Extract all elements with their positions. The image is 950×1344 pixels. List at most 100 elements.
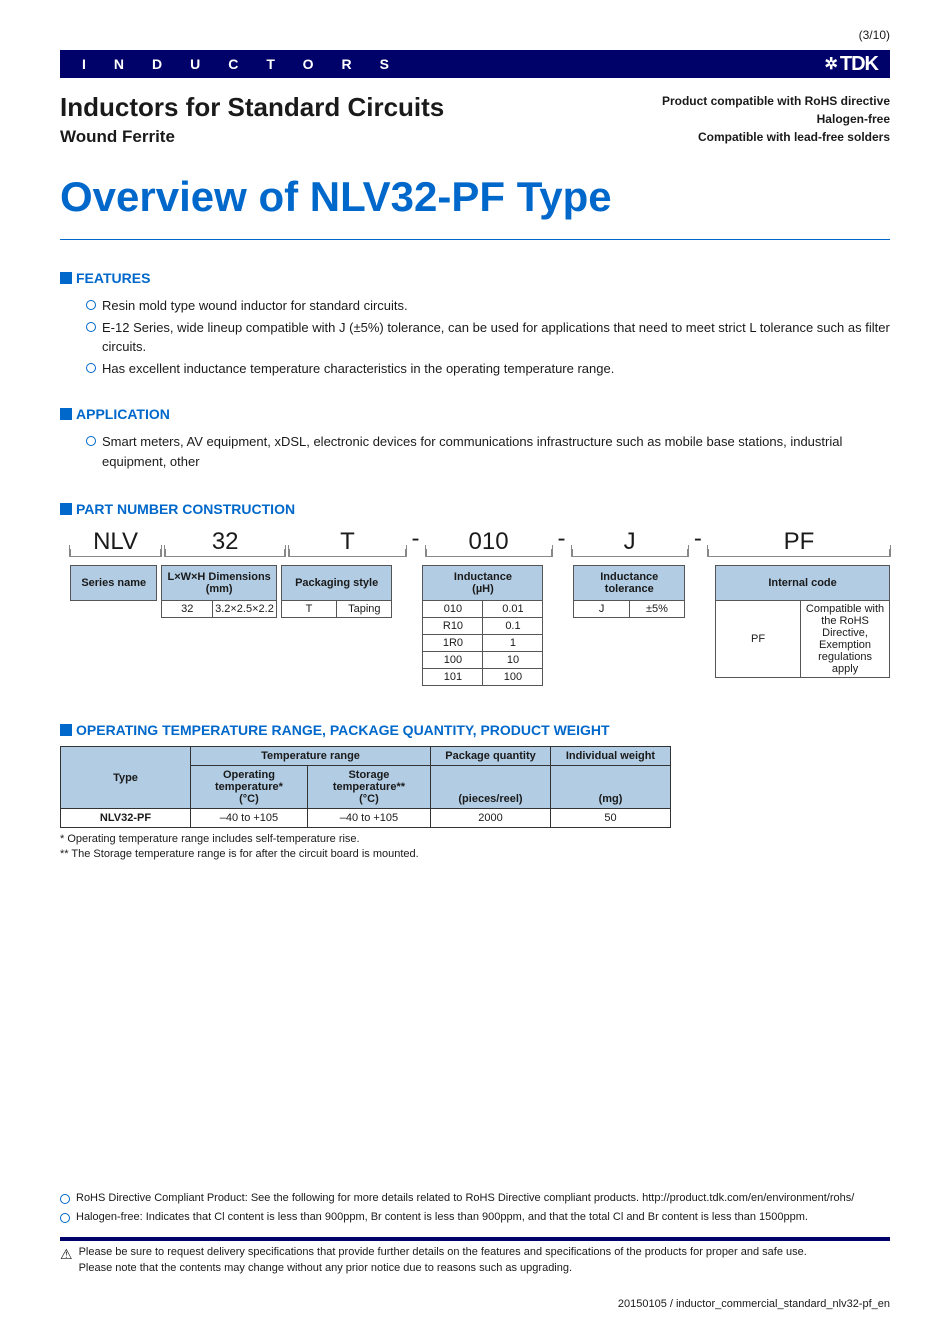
data-cell: 32: [161, 601, 213, 618]
footnote: * Operating temperature range includes s…: [60, 832, 890, 847]
heading-text: APPLICATION: [76, 406, 170, 422]
pnc-headers-row: Series name L×W×H Dimensions (mm) 323.2×…: [70, 565, 890, 686]
header-cell: Temperature range: [191, 747, 431, 766]
pnc-col-dim: L×W×H Dimensions (mm) 323.2×2.5×2.2: [161, 565, 276, 686]
divider: [60, 1237, 890, 1241]
header-row: Inductors for Standard Circuits Wound Fe…: [60, 92, 890, 147]
header-left: Inductors for Standard Circuits Wound Fe…: [60, 92, 444, 147]
table-row: 1R01: [422, 635, 543, 652]
list-item: E-12 Series, wide lineup compatible with…: [86, 318, 890, 357]
data-cell: 50: [551, 809, 671, 828]
ring-icon: [86, 300, 96, 310]
data-cell: 101: [422, 669, 483, 686]
warning-line-text: Please note that the contents may change…: [79, 1262, 572, 1274]
footnote: ** The Storage temperature range is for …: [60, 847, 890, 862]
data-cell: 1: [483, 635, 543, 652]
table-row: 0100.01: [422, 601, 543, 618]
pnc-col-pkg: Packaging style TTaping: [281, 565, 393, 686]
header-cell: Individual weight: [551, 747, 671, 766]
page-subtitle: Wound Ferrite: [60, 127, 444, 147]
square-icon: [60, 272, 72, 284]
list-item: RoHS Directive Compliant Product: See th…: [60, 1190, 890, 1207]
section-heading: PART NUMBER CONSTRUCTION: [60, 501, 890, 517]
header-cell: (pieces/reel): [431, 766, 551, 809]
compliance-line: Halogen-free: [662, 110, 890, 128]
pnc-segment: J: [572, 527, 688, 557]
section-operating: OPERATING TEMPERATURE RANGE, PACKAGE QUA…: [60, 722, 890, 863]
header-cell: Inductance (µH): [422, 565, 543, 601]
data-cell: Compatible with the RoHS Directive, Exem…: [801, 601, 890, 678]
table-row: J±5%: [573, 601, 685, 618]
compliance-line: Product compatible with RoHS directive: [662, 92, 890, 110]
square-icon: [60, 408, 72, 420]
table-row: 10010: [422, 652, 543, 669]
header-cell: Package quantity: [431, 747, 551, 766]
list-item: Resin mold type wound inductor for stand…: [86, 296, 890, 316]
ring-icon: [86, 363, 96, 373]
pnc-col-series: Series name: [70, 565, 157, 686]
logo-icon: ✲: [824, 54, 836, 74]
segment-text: 32: [165, 527, 285, 557]
page-title: Inductors for Standard Circuits: [60, 92, 444, 123]
header-cell: Operating temperature* (°C): [191, 766, 308, 809]
document-id: 20150105 / inductor_commercial_standard_…: [618, 1298, 890, 1310]
application-list: Smart meters, AV equipment, xDSL, electr…: [86, 432, 890, 471]
table-row: R100.1: [422, 618, 543, 635]
warning-block: ⚠ Please be sure to request delivery spe…: [60, 1245, 890, 1276]
segment-text: NLV: [70, 527, 161, 557]
data-cell: 1R0: [422, 635, 483, 652]
compliance-block: Product compatible with RoHS directive H…: [662, 92, 890, 147]
main-title: Overview of NLV32-PF Type: [60, 173, 890, 240]
section-application: APPLICATION Smart meters, AV equipment, …: [60, 406, 890, 471]
item-text: Smart meters, AV equipment, xDSL, electr…: [102, 432, 890, 471]
brand-logo: ✲TDK: [824, 53, 878, 76]
item-text: Resin mold type wound inductor for stand…: [102, 296, 408, 316]
table-row: PFCompatible with the RoHS Directive, Ex…: [715, 601, 890, 678]
data-cell: –40 to +105: [191, 809, 308, 828]
ring-icon: [86, 436, 96, 446]
segment-text: J: [572, 527, 688, 557]
data-cell: R10: [422, 618, 483, 635]
data-cell: –40 to +105: [307, 809, 430, 828]
warning-text: Please be sure to request delivery speci…: [79, 1245, 807, 1276]
table-row: Type Temperature range Package quantity …: [61, 747, 671, 766]
data-cell: Taping: [337, 601, 392, 618]
section-heading: APPLICATION: [60, 406, 890, 422]
pnc-code-row: NLV 32 T - 010 - J - PF: [70, 525, 890, 557]
section-heading: FEATURES: [60, 270, 890, 286]
ring-icon: [60, 1213, 70, 1223]
rohs-notes: RoHS Directive Compliant Product: See th…: [60, 1190, 890, 1225]
table-row: 323.2×2.5×2.2: [161, 601, 276, 618]
data-cell: 0.01: [483, 601, 543, 618]
table-row: TTaping: [281, 601, 393, 618]
table-row: 101100: [422, 669, 543, 686]
list-item: Smart meters, AV equipment, xDSL, electr…: [86, 432, 890, 471]
item-text: Has excellent inductance temperature cha…: [102, 359, 614, 379]
data-cell: 100: [483, 669, 543, 686]
pnc-segment: T: [289, 527, 405, 557]
data-cell: PF: [715, 601, 801, 678]
list-item: Halogen-free: Indicates that Cl content …: [60, 1209, 890, 1226]
header-cell: Inductance tolerance: [573, 565, 685, 601]
item-text: RoHS Directive Compliant Product: See th…: [76, 1190, 854, 1207]
dash: -: [406, 525, 426, 557]
heading-text: PART NUMBER CONSTRUCTION: [76, 501, 295, 517]
warning-icon: ⚠: [60, 1245, 73, 1276]
section-part-number: PART NUMBER CONSTRUCTION NLV 32 T - 010 …: [60, 501, 890, 686]
pnc-col-ind: Inductance (µH) 0100.01 R100.1 1R01 1001…: [422, 565, 543, 686]
header-cell: Packaging style: [281, 565, 393, 601]
category-letters: INDUCTORS: [72, 56, 417, 72]
data-cell: 3.2×2.5×2.2: [213, 601, 277, 618]
table-row: NLV32-PF –40 to +105 –40 to +105 2000 50: [61, 809, 671, 828]
operating-table: Type Temperature range Package quantity …: [60, 746, 671, 828]
item-text: E-12 Series, wide lineup compatible with…: [102, 318, 890, 357]
data-cell: T: [281, 601, 337, 618]
pnc-col-code: Internal code PFCompatible with the RoHS…: [715, 565, 890, 686]
ring-icon: [60, 1194, 70, 1204]
data-cell: 2000: [431, 809, 551, 828]
square-icon: [60, 724, 72, 736]
pnc-segment: 010: [426, 527, 552, 557]
data-cell: NLV32-PF: [61, 809, 191, 828]
footnotes: * Operating temperature range includes s…: [60, 832, 890, 863]
part-number-diagram: NLV 32 T - 010 - J - PF Series name L×W×…: [70, 525, 890, 686]
